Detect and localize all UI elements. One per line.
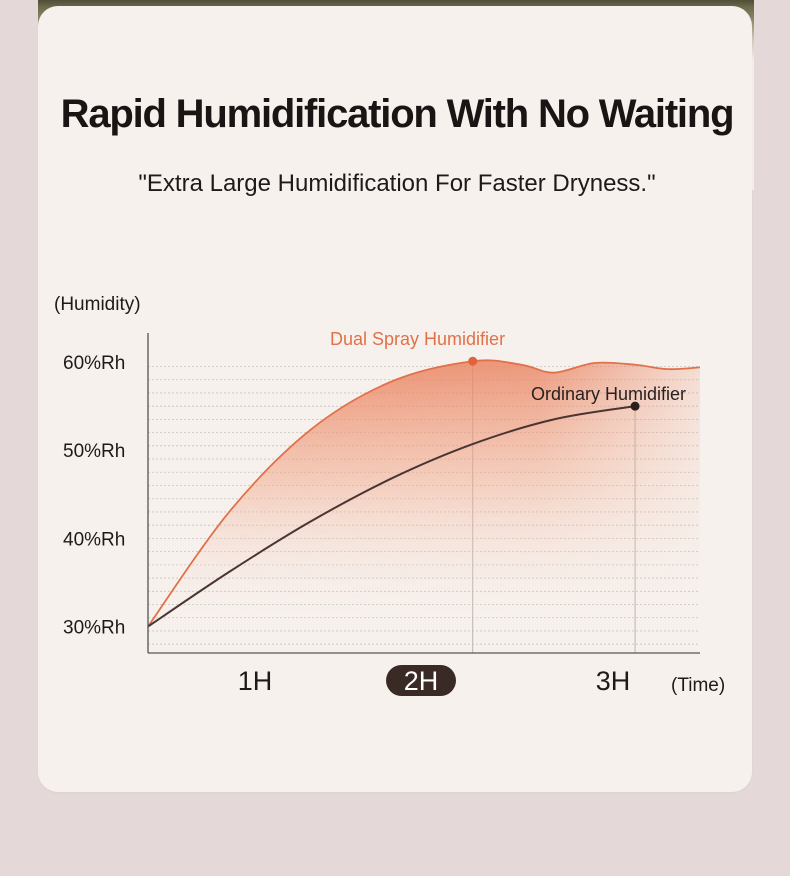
page-title: Rapid Humidification With No Waiting — [60, 92, 735, 136]
x-axis-label: (Time) — [671, 675, 725, 696]
series-area-0 — [148, 360, 700, 627]
page-subtitle: "Extra Large Humidification For Faster D… — [138, 170, 656, 197]
series-label-ordinary: Ordinary Humidifier — [531, 384, 686, 404]
x-tick-label: 2H — [404, 666, 439, 696]
series-line-1 — [147, 405, 636, 628]
y-tick-label: 60%Rh — [63, 353, 125, 374]
y-tick-label: 30%Rh — [63, 618, 125, 639]
y-tick-label: 50%Rh — [63, 441, 125, 462]
series-marker-1 — [630, 401, 640, 411]
series-marker-0 — [468, 356, 478, 366]
series-line-0 — [147, 359, 701, 628]
y-tick-label: 40%Rh — [63, 529, 125, 550]
x-tick-highlight — [386, 665, 456, 696]
y-axis-label: (Humidity) — [54, 294, 141, 315]
x-tick-label: 3H — [596, 666, 631, 696]
series-label-dual: Dual Spray Humidifier — [330, 329, 505, 349]
x-tick-label: 1H — [238, 666, 273, 696]
